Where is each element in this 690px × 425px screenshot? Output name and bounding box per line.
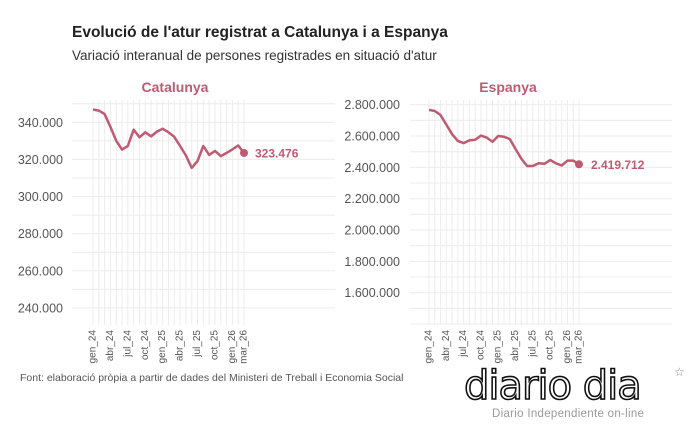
x-tick-label: jul_24 (458, 330, 469, 358)
logo-wordmark: diario dia (463, 363, 642, 409)
last-point-marker (240, 148, 248, 157)
x-tick-label: gen_24 (88, 330, 99, 364)
x-tick-label: oct_25 (209, 330, 220, 360)
x-tick-label: abr_25 (510, 330, 521, 362)
y-tick-label: 2.000.000 (344, 224, 400, 238)
x-tick-label: mar_26 (574, 330, 585, 364)
y-tick-label: 2.200.000 (344, 192, 400, 206)
x-tick-label: oct_25 (545, 330, 556, 360)
x-tick-label: oct_24 (140, 330, 151, 360)
logo-tagline: Diario Independiente on-line (492, 408, 645, 420)
y-tick-label: 2.400.000 (344, 161, 400, 175)
x-tick-label: gen_25 (157, 330, 168, 364)
x-tick-label: mar_26 (239, 330, 250, 364)
star-icon: ☆ (674, 365, 685, 379)
y-tick-label: 1.600.000 (344, 286, 400, 300)
x-tick-label: abr_24 (105, 330, 116, 362)
x-tick-label: gen_24 (424, 330, 435, 364)
series-line (92, 108, 245, 170)
x-tick-label: gen_26 (227, 330, 238, 364)
x-tick-label: abr_25 (175, 330, 186, 362)
x-tick-label: abr_24 (441, 330, 452, 362)
chart-subtitle: Variació interanual de persones registra… (72, 48, 437, 63)
last-point-marker (575, 160, 583, 169)
y-tick-label: 2.600.000 (344, 130, 400, 144)
x-tick-label: jul_25 (527, 330, 538, 358)
panel-title: Catalunya (142, 79, 209, 95)
x-tick-label: jul_25 (192, 330, 203, 358)
y-tick-label: 320.000 (18, 153, 63, 167)
diario-dia-logo: diario dia ☆ Diario Independiente on-lin… (462, 363, 690, 425)
y-tick-label: 280.000 (18, 227, 63, 241)
y-tick-label: 1.800.000 (344, 255, 400, 269)
series-line (428, 108, 580, 168)
last-value-label: 323.476 (255, 146, 299, 160)
panel-title: Espanya (479, 79, 537, 95)
last-value-label: 2.419.712 (591, 158, 645, 172)
y-tick-label: 2.800.000 (344, 98, 400, 112)
y-tick-label: 300.000 (18, 190, 63, 204)
source-caption: Font: elaboració pròpia a partir de dade… (20, 372, 404, 384)
x-tick-label: jul_24 (122, 330, 133, 358)
chart-title: Evolució de l'atur registrat a Catalunya… (72, 24, 448, 41)
x-tick-label: oct_24 (475, 330, 486, 360)
y-tick-label: 260.000 (18, 264, 63, 278)
y-tick-label: 340.000 (18, 116, 63, 130)
x-tick-label: gen_26 (562, 330, 573, 364)
x-tick-label: gen_25 (493, 330, 504, 364)
y-tick-label: 240.000 (18, 301, 63, 315)
